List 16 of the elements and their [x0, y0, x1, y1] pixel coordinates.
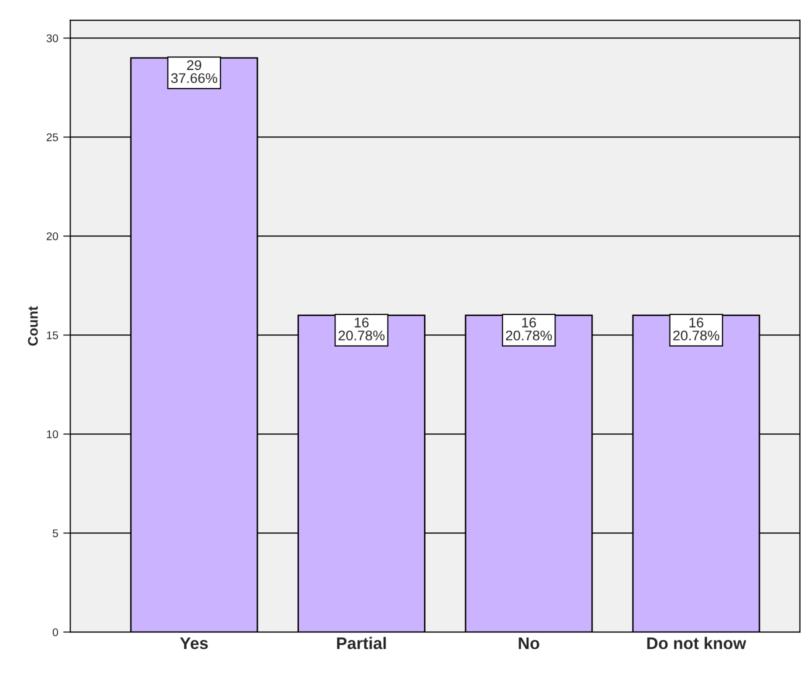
y-tick-label: 30: [46, 34, 58, 42]
x-tick-label: Do not know: [647, 636, 746, 650]
data-label: 16 20.78%: [338, 318, 385, 340]
data-label: 16 20.78%: [506, 318, 552, 340]
y-tick-label: 15: [46, 331, 58, 340]
x-tick-label: No: [518, 638, 540, 650]
x-tick-label: Partial: [337, 636, 386, 650]
y-tick-label: 10: [46, 430, 58, 438]
y-tick-label: 0: [52, 628, 58, 636]
data-label: 16 20.78%: [673, 318, 720, 340]
y-tick-label: 25: [46, 133, 58, 142]
y-tick-label: 20: [46, 232, 58, 240]
data-label: 29 37.66%: [171, 60, 218, 84]
y-axis-title: Count: [28, 306, 38, 346]
y-tick-label: 5: [52, 529, 58, 538]
x-tick-label: Yes: [180, 638, 208, 650]
